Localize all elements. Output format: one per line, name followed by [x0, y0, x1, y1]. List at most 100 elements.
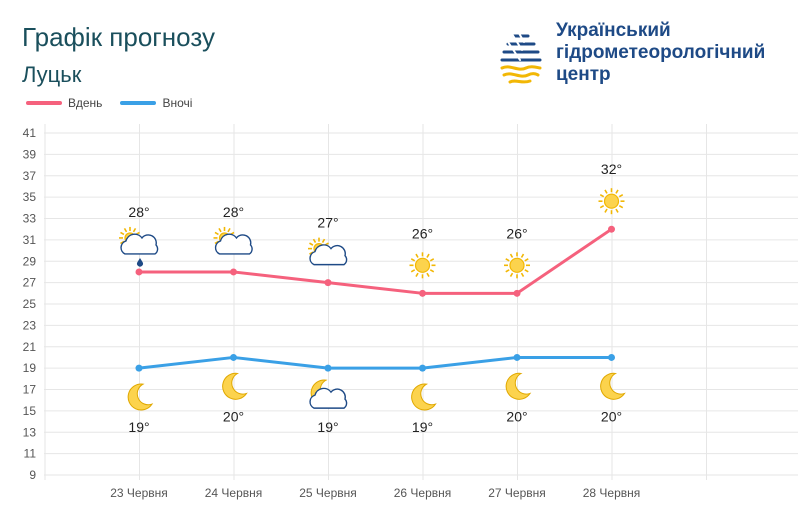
- moon-shape: [505, 372, 532, 400]
- sun-icon: [504, 252, 530, 279]
- data-point-day: [324, 279, 332, 287]
- x-tick-label: 25 Червня: [299, 486, 357, 500]
- chart-title: Графік прогнозу: [22, 22, 215, 52]
- data-label-day: 26°: [412, 225, 433, 241]
- legend-item-night[interactable]: Вночі: [120, 96, 192, 110]
- sun-ray: [120, 231, 125, 236]
- data-label-day: 32°: [601, 161, 622, 177]
- sun-icon: [504, 252, 530, 279]
- sun-ray: [604, 208, 608, 213]
- y-tick-label: 17: [23, 383, 37, 397]
- cloud-shape: [120, 233, 159, 255]
- sun-ray: [309, 242, 314, 246]
- data-label-day: 28°: [223, 204, 244, 220]
- y-tick-label: 23: [23, 318, 37, 332]
- data-point-night: [135, 364, 143, 372]
- sun-icon: [598, 188, 625, 215]
- brand-name: Український гідрометеорологічний центр: [556, 20, 765, 86]
- sun-ray: [410, 269, 416, 273]
- sun-cloud-icon: [213, 226, 253, 255]
- data-point-day: [419, 289, 426, 297]
- y-tick-label: 15: [23, 404, 37, 418]
- x-tick-label: 26 Червня: [394, 486, 452, 500]
- sun-disc: [414, 257, 431, 273]
- rain-drop: [137, 257, 144, 267]
- sun-ray: [524, 269, 529, 273]
- legend-label-night: Вночі: [162, 96, 193, 110]
- data-point-day: [135, 268, 143, 276]
- legend-swatch-day: [26, 101, 62, 105]
- moon-shape: [127, 383, 154, 411]
- sun-ray: [615, 189, 619, 194]
- y-tick-label: 39: [23, 147, 37, 161]
- sun-ray: [524, 258, 529, 262]
- cloud-shape: [309, 244, 348, 266]
- data-point-night: [513, 353, 521, 361]
- sun-ray: [505, 258, 510, 262]
- data-point-day: [608, 225, 615, 233]
- sun-ray: [429, 258, 435, 262]
- brand-line-3: центр: [556, 64, 611, 85]
- y-tick-label: 19: [23, 361, 37, 375]
- sun-ray: [615, 208, 619, 213]
- sun-icon: [409, 252, 436, 279]
- data-label-night: 19°: [128, 419, 149, 435]
- cloud-shape: [309, 387, 348, 409]
- y-tick-label: 37: [23, 169, 37, 183]
- sun-ray: [415, 253, 419, 258]
- sun-ray: [509, 253, 514, 258]
- sun-ray: [227, 228, 231, 233]
- sun-ray: [321, 238, 326, 243]
- data-point-day: [230, 268, 237, 276]
- legend-label-day: Вдень: [68, 96, 103, 110]
- legend-item-day[interactable]: Вдень: [26, 96, 102, 110]
- y-tick-label: 13: [23, 425, 37, 439]
- grid: 41 39 37 35 33 31 29 27 25 23 21 19 17 15 13 11 9 23 Черв…: [23, 124, 798, 500]
- sun-disc: [509, 257, 525, 273]
- data-point-night: [324, 364, 332, 372]
- series-line-day: [139, 227, 613, 295]
- chart-legend: Вдень Вночі: [26, 96, 210, 110]
- sun-ray: [520, 272, 525, 277]
- y-tick-label: 41: [23, 126, 37, 140]
- sun-ray: [520, 253, 525, 258]
- x-tick-label: 27 Червня: [488, 486, 546, 500]
- x-tick-label: 28 Червня: [583, 486, 641, 500]
- sun-ray: [426, 253, 430, 258]
- cloud-shape: [214, 233, 253, 255]
- data-point-night: [608, 353, 615, 361]
- series-line-night: [138, 355, 612, 370]
- sun-ray: [123, 228, 128, 233]
- sun-disc: [603, 193, 620, 209]
- sun-ray: [509, 272, 514, 277]
- y-tick-label: 9: [29, 468, 36, 482]
- sun-icon: [598, 188, 625, 215]
- y-tick-label: 33: [23, 212, 37, 226]
- data-label-night: 20°: [601, 408, 622, 424]
- sun-ray: [618, 193, 624, 198]
- data-label-day: 27°: [317, 215, 338, 231]
- sun-ray: [599, 204, 605, 209]
- ukrhydromet-logo-icon: [500, 24, 542, 84]
- y-tick-label: 27: [23, 276, 37, 290]
- sun-cloud-icon: [308, 237, 348, 266]
- sun-ray: [505, 269, 510, 273]
- moon-icon: [505, 372, 532, 400]
- sun-ray: [410, 258, 416, 262]
- brand-line-1: Український: [556, 20, 671, 41]
- sun-ray: [429, 269, 435, 273]
- moon-shape: [222, 372, 248, 400]
- brand-line-2: гідрометеорологічний: [556, 42, 766, 63]
- data-label-day: 26°: [506, 225, 527, 241]
- moon-shape: [411, 383, 437, 411]
- moon-shape: [600, 372, 626, 400]
- data-point-night: [419, 364, 426, 372]
- x-tick-label: 23 Червня: [110, 486, 168, 500]
- sun-ray: [599, 193, 605, 198]
- sun-ray: [415, 272, 419, 277]
- moon-icon: [127, 383, 154, 411]
- data-label-night: 20°: [506, 408, 527, 424]
- data-label-night: 20°: [223, 408, 244, 424]
- sun-icon: [409, 252, 436, 279]
